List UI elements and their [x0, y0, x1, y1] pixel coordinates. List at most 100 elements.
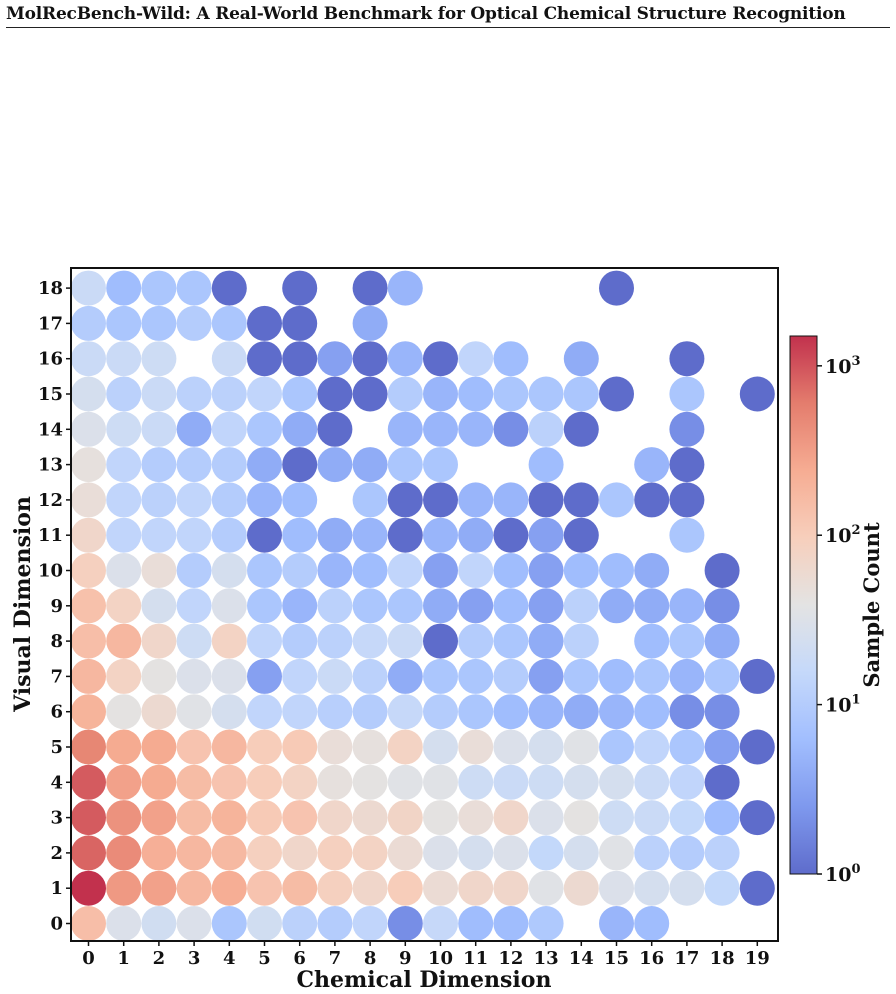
bubble-x4-y15 [211, 376, 247, 412]
bubble-x15-y10 [599, 553, 634, 588]
bubble-x5-y1 [247, 870, 282, 906]
bubble-x15-y15 [599, 376, 634, 412]
bubble-x4-y14 [211, 411, 247, 447]
y-tick-label: 15 [38, 384, 63, 405]
colorbar-tick-label: 102 [825, 523, 861, 547]
bubble-x7-y14 [317, 411, 353, 447]
bubble-x15-y4 [599, 764, 634, 800]
bubble-x17-y15 [669, 376, 705, 412]
bubble-x14-y5 [563, 729, 599, 765]
bubble-x16-y4 [634, 764, 670, 800]
bubble-x13-y3 [528, 800, 564, 836]
bubble-x1-y10 [106, 553, 142, 588]
bubble-x6-y3 [282, 800, 318, 836]
bubble-x1-y16 [106, 341, 142, 377]
x-tick-label: 17 [674, 948, 699, 969]
bubble-x10-y0 [423, 906, 458, 941]
bubble-x12-y3 [493, 800, 529, 836]
bubble-x10-y7 [423, 658, 458, 694]
bubble-x8-y18 [352, 270, 388, 306]
bubble-x6-y6 [282, 694, 318, 730]
bubble-x3-y11 [176, 517, 212, 553]
bubble-x7-y0 [317, 906, 353, 941]
bubble-x6-y18 [282, 270, 318, 306]
bubble-x8-y16 [352, 341, 388, 377]
bubble-x12-y11 [493, 517, 529, 553]
bubble-x9-y16 [387, 341, 423, 377]
bubble-x16-y0 [634, 906, 670, 941]
bubble-x14-y8 [563, 623, 599, 659]
bubble-x17-y3 [669, 800, 705, 836]
bubble-x17-y1 [669, 870, 705, 906]
bubble-x9-y4 [387, 764, 423, 800]
y-tick-label: 12 [38, 490, 63, 511]
y-tick-label: 7 [50, 666, 63, 687]
bubble-x4-y11 [211, 517, 247, 553]
bubble-x2-y8 [141, 623, 177, 659]
bubble-x13-y11 [528, 517, 564, 553]
bubble-x0-y13 [71, 447, 106, 483]
bubble-x0-y17 [71, 305, 106, 341]
bubble-x5-y12 [247, 482, 282, 518]
bubble-x0-y5 [71, 729, 106, 765]
bubble-x0-y3 [71, 800, 106, 836]
bubble-x10-y2 [423, 835, 458, 871]
bubble-x9-y11 [387, 517, 423, 553]
bubble-x10-y14 [423, 411, 458, 447]
x-tick-label: 13 [534, 948, 559, 969]
bubble-x14-y6 [563, 694, 599, 730]
bubble-x4-y8 [211, 623, 247, 659]
bubble-x11-y4 [458, 764, 494, 800]
bubble-x11-y1 [458, 870, 494, 906]
bubble-x16-y8 [634, 623, 670, 659]
bubble-x15-y0 [599, 906, 634, 941]
bubble-x10-y6 [423, 694, 458, 730]
bubble-x7-y15 [317, 376, 353, 412]
bubble-x14-y11 [563, 517, 599, 553]
bubble-x10-y1 [423, 870, 458, 906]
x-tick-label: 4 [223, 948, 236, 969]
bubble-x10-y4 [423, 764, 458, 800]
bubble-x17-y5 [669, 729, 705, 765]
bubble-x2-y5 [141, 729, 177, 765]
bubble-x14-y15 [563, 376, 599, 412]
bubble-x10-y10 [423, 553, 458, 588]
x-tick-label: 2 [153, 948, 166, 969]
bubble-x2-y11 [141, 517, 177, 553]
bubble-x2-y16 [141, 341, 177, 377]
y-tick-label: 4 [50, 772, 63, 793]
bubble-x9-y9 [387, 588, 423, 624]
colorbar-tick-label: 100 [825, 862, 861, 886]
colorbar-ticks: 100 101 102 103 [817, 354, 861, 886]
bubble-x0-y15 [71, 376, 106, 412]
y-tick-label: 16 [38, 349, 63, 370]
bubble-x5-y10 [247, 553, 282, 588]
bubble-x4-y18 [211, 270, 247, 306]
bubble-x3-y2 [176, 835, 212, 871]
bubble-x5-y11 [247, 517, 282, 553]
bubble-x15-y2 [599, 835, 634, 871]
bubble-x8-y11 [352, 517, 388, 553]
bubble-x3-y15 [176, 376, 212, 412]
y-tick-label: 11 [38, 525, 63, 546]
bubble-x17-y16 [669, 341, 705, 377]
colorbar-label: Sample Count [859, 522, 884, 688]
bubble-x3-y17 [176, 305, 212, 341]
bubble-x5-y8 [247, 623, 282, 659]
x-tick-label: 12 [498, 948, 523, 969]
bubble-x19-y15 [739, 376, 775, 412]
bubble-x18-y8 [704, 623, 740, 659]
bubble-x7-y2 [317, 835, 353, 871]
bubble-x1-y3 [106, 800, 142, 836]
bubble-x17-y6 [669, 694, 705, 730]
bubble-x9-y13 [387, 447, 423, 483]
bubble-x6-y1 [282, 870, 318, 906]
bubble-x5-y13 [247, 447, 282, 483]
bubble-x12-y5 [493, 729, 529, 765]
bubble-x6-y16 [282, 341, 318, 377]
bubble-x7-y9 [317, 588, 353, 624]
bubble-x1-y5 [106, 729, 142, 765]
bubble-x1-y18 [106, 270, 142, 306]
x-tick-label: 0 [82, 948, 95, 969]
